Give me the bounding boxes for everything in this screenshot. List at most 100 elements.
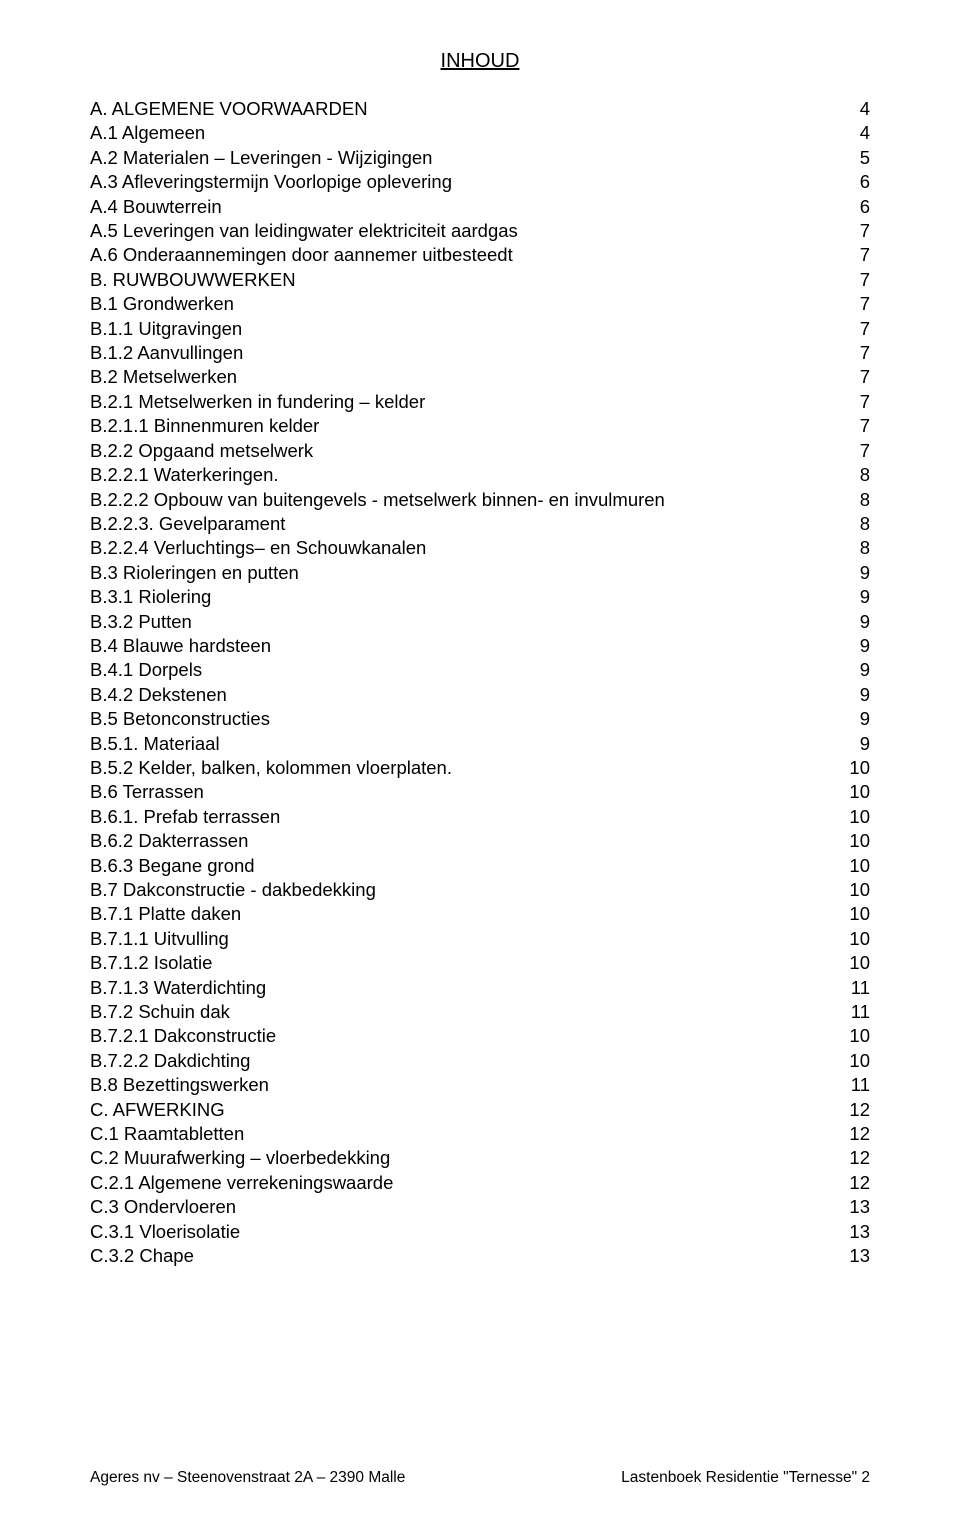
toc-entry[interactable]: B.2.2.4 Verluchtings– en Schouwkanalen8 — [90, 536, 870, 560]
toc-entry-page: 9 — [860, 561, 870, 585]
toc-entry[interactable]: A.3 Afleveringstermijn Voorlopige opleve… — [90, 170, 870, 194]
toc-entry[interactable]: B.3.1 Riolering9 — [90, 585, 870, 609]
toc-entry[interactable]: B.7.1.2 Isolatie10 — [90, 951, 870, 975]
toc-entry[interactable]: B. RUWBOUWWERKEN 7 — [90, 268, 870, 292]
toc-entry[interactable]: B.6.2 Dakterrassen10 — [90, 829, 870, 853]
toc-entry-label: B.4 Blauwe hardsteen — [90, 634, 271, 658]
toc-entry[interactable]: B.4.2 Dekstenen9 — [90, 683, 870, 707]
toc-entry[interactable]: A.4 Bouwterrein6 — [90, 195, 870, 219]
toc-entry[interactable]: B.3 Rioleringen en putten9 — [90, 561, 870, 585]
toc-entry[interactable]: B.7.1.1 Uitvulling10 — [90, 927, 870, 951]
toc-entry[interactable]: B.5.1. Materiaal 9 — [90, 732, 870, 756]
toc-entry-label: A.6 Onderaannemingen door aannemer uitbe… — [90, 243, 513, 267]
toc-entry-page: 9 — [860, 707, 870, 731]
page-title: INHOUD — [90, 50, 870, 73]
toc-entry[interactable]: C.1 Raamtabletten 12 — [90, 1122, 870, 1146]
toc-entry[interactable]: A.6 Onderaannemingen door aannemer uitbe… — [90, 243, 870, 267]
toc-entry-page: 11 — [851, 1073, 870, 1097]
toc-entry[interactable]: B.1.1 Uitgravingen 7 — [90, 317, 870, 341]
toc-entry-label: B.1.1 Uitgravingen — [90, 317, 242, 341]
toc-entry-page: 7 — [860, 317, 870, 341]
toc-entry-page: 10 — [849, 927, 870, 951]
toc-entry[interactable]: B.4 Blauwe hardsteen9 — [90, 634, 870, 658]
toc-entry-page: 12 — [849, 1098, 870, 1122]
toc-entry-label: C.1 Raamtabletten — [90, 1122, 244, 1146]
toc-entry-label: B.1.2 Aanvullingen — [90, 341, 243, 365]
toc-entry[interactable]: C.2 Muurafwerking – vloerbedekking12 — [90, 1146, 870, 1170]
toc-entry-page: 8 — [860, 488, 870, 512]
toc-entry-page: 10 — [849, 1024, 870, 1048]
toc-entry-label: B.6 Terrassen — [90, 780, 204, 804]
toc-entry-page: 6 — [860, 170, 870, 194]
toc-entry[interactable]: A.5 Leveringen van leidingwater elektric… — [90, 219, 870, 243]
toc-entry[interactable]: B.1.2 Aanvullingen7 — [90, 341, 870, 365]
toc-entry[interactable]: B.1 Grondwerken7 — [90, 292, 870, 316]
toc-entry[interactable]: B.6.1. Prefab terrassen 10 — [90, 805, 870, 829]
toc-entry-page: 9 — [860, 658, 870, 682]
toc-entry[interactable]: B.2.1.1 Binnenmuren kelder7 — [90, 414, 870, 438]
toc-entry-label: A. ALGEMENE VOORWAARDEN — [90, 97, 368, 121]
toc-entry-page: 12 — [849, 1171, 870, 1195]
toc-entry-label: B.7.2.1 Dakconstructie — [90, 1024, 276, 1048]
toc-entry[interactable]: B.7.2 Schuin dak11 — [90, 1000, 870, 1024]
toc-entry-label: B.2.2 Opgaand metselwerk — [90, 439, 313, 463]
toc-entry[interactable]: B.2 Metselwerken7 — [90, 365, 870, 389]
toc-entry-label: B.7.1.2 Isolatie — [90, 951, 212, 975]
toc-entry-page: 7 — [860, 292, 870, 316]
toc-entry[interactable]: C.3.2 Chape13 — [90, 1244, 870, 1268]
toc-entry[interactable]: B.7.1 Platte daken10 — [90, 902, 870, 926]
toc-entry-page: 7 — [860, 243, 870, 267]
toc-entry-label: B.2.1 Metselwerken in fundering – kelder — [90, 390, 425, 414]
toc-entry[interactable]: B.2.2.3. Gevelparament 8 — [90, 512, 870, 536]
toc-entry[interactable]: B.4.1 Dorpels9 — [90, 658, 870, 682]
toc-entry[interactable]: B.6 Terrassen10 — [90, 780, 870, 804]
toc-entry-label: B.6.2 Dakterrassen — [90, 829, 248, 853]
toc-entry[interactable]: A.2 Materialen – Leveringen - Wijziginge… — [90, 146, 870, 170]
toc-entry-label: B.6.1. Prefab terrassen — [90, 805, 280, 829]
toc-entry[interactable]: C.3.1 Vloerisolatie13 — [90, 1220, 870, 1244]
toc-entry[interactable]: B.7 Dakconstructie - dakbedekking10 — [90, 878, 870, 902]
toc-entry[interactable]: B.7.2.1 Dakconstructie 10 — [90, 1024, 870, 1048]
toc-entry[interactable]: B.2.2.2 Opbouw van buitengevels - metsel… — [90, 488, 870, 512]
toc-entry[interactable]: B.2.2 Opgaand metselwerk7 — [90, 439, 870, 463]
toc-entry-label: A.1 Algemeen — [90, 121, 205, 145]
toc-entry[interactable]: B.5 Betonconstructies9 — [90, 707, 870, 731]
toc-entry-label: B.2.2.3. Gevelparament — [90, 512, 285, 536]
toc-entry-page: 9 — [860, 732, 870, 756]
toc-entry[interactable]: B.3.2 Putten9 — [90, 610, 870, 634]
toc-entry[interactable]: B.5.2 Kelder, balken, kolommen vloerplat… — [90, 756, 870, 780]
toc-entry-label: B.2.2.2 Opbouw van buitengevels - metsel… — [90, 488, 665, 512]
toc-entry-label: B.5.1. Materiaal — [90, 732, 220, 756]
toc-entry-page: 12 — [849, 1146, 870, 1170]
toc-entry-page: 12 — [849, 1122, 870, 1146]
toc-entry[interactable]: B.6.3 Begane grond10 — [90, 854, 870, 878]
toc-entry[interactable]: C. AFWERKING12 — [90, 1098, 870, 1122]
toc-entry[interactable]: C.2.1 Algemene verrekeningswaarde12 — [90, 1171, 870, 1195]
toc-entry-page: 9 — [860, 610, 870, 634]
toc-entry[interactable]: B.7.1.3 Waterdichting11 — [90, 976, 870, 1000]
document-page: INHOUD A. ALGEMENE VOORWAARDEN4A.1 Algem… — [0, 0, 960, 1527]
toc-entry[interactable]: B.7.2.2 Dakdichting10 — [90, 1049, 870, 1073]
toc-entry-label: C.3 Ondervloeren — [90, 1195, 236, 1219]
toc-entry-label: B. RUWBOUWWERKEN — [90, 268, 296, 292]
toc-entry-page: 8 — [860, 536, 870, 560]
toc-entry-label: B.5.2 Kelder, balken, kolommen vloerplat… — [90, 756, 452, 780]
toc-entry[interactable]: A.1 Algemeen4 — [90, 121, 870, 145]
toc-entry-page: 11 — [851, 1000, 870, 1024]
toc-entry[interactable]: C.3 Ondervloeren13 — [90, 1195, 870, 1219]
toc-entry-page: 7 — [860, 268, 870, 292]
toc-entry-page: 10 — [849, 805, 870, 829]
toc-entry-page: 13 — [849, 1244, 870, 1268]
toc-entry-page: 7 — [860, 414, 870, 438]
toc-entry[interactable]: B.8 Bezettingswerken11 — [90, 1073, 870, 1097]
toc-entry-page: 11 — [851, 976, 870, 1000]
toc-entry[interactable]: A. ALGEMENE VOORWAARDEN4 — [90, 97, 870, 121]
toc-entry[interactable]: B.2.2.1 Waterkeringen.8 — [90, 463, 870, 487]
toc-entry-label: B.6.3 Begane grond — [90, 854, 255, 878]
toc-entry-label: B.7.1 Platte daken — [90, 902, 241, 926]
toc-entry[interactable]: B.2.1 Metselwerken in fundering – kelder… — [90, 390, 870, 414]
footer-right-text: Lastenboek Residentie "Ternesse" 2 — [621, 1469, 870, 1487]
toc-entry-page: 10 — [849, 756, 870, 780]
toc-entry-label: C.3.1 Vloerisolatie — [90, 1220, 240, 1244]
toc-entry-page: 8 — [860, 512, 870, 536]
